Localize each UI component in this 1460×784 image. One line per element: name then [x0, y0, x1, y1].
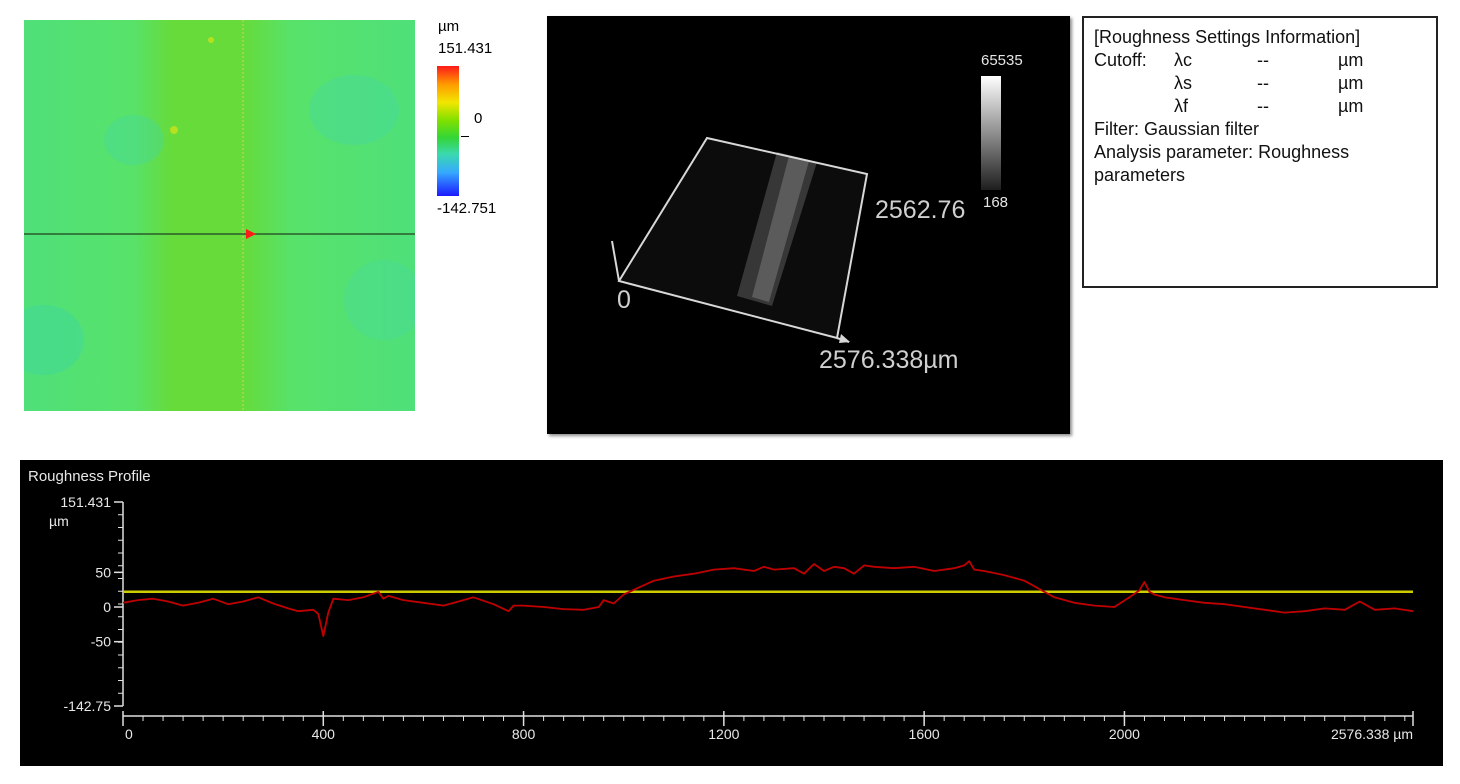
- colorbar-unit: µm: [438, 18, 460, 35]
- grayscale-max: 65535: [981, 52, 1023, 69]
- roughness-profile-chart[interactable]: Roughness Profile 151.431 50 0 -50 -142.75 µm…: [20, 460, 1443, 766]
- y-extent-label: 2562.76: [875, 196, 966, 224]
- cutoff-param: λs: [1174, 73, 1192, 93]
- chart-title: Roughness Profile: [28, 468, 151, 485]
- height-colorbar: µm 151.431 0 -142.751: [418, 18, 528, 228]
- cutoff-label: Cutoff:: [1094, 50, 1147, 70]
- y-tick-label: 151.431: [60, 494, 111, 510]
- cutoff-param: λc: [1174, 50, 1192, 70]
- profile-cursor-marker[interactable]: [246, 229, 256, 239]
- origin-label: 0: [617, 286, 631, 314]
- y-tick-label: 50: [95, 564, 111, 580]
- grayscale-bar: [981, 76, 1001, 190]
- x-tick-label: 2576.338 µm: [1331, 726, 1413, 742]
- colorbar-min: -142.751: [437, 200, 497, 217]
- x-tick-label: 800: [512, 726, 536, 742]
- y-unit-label: µm: [49, 513, 69, 529]
- height-map-image[interactable]: [24, 20, 415, 411]
- colorbar-gradient: [437, 66, 459, 196]
- cutoff-unit: µm: [1338, 73, 1364, 93]
- grayscale-min: 168: [983, 194, 1009, 211]
- roughness-settings-panel: [Roughness Settings Information] Cutoff:…: [1082, 16, 1438, 288]
- analysis-parameter-text-cont: parameters: [1094, 165, 1186, 185]
- colorbar-mid: 0: [474, 110, 483, 127]
- x-tick-label: 2000: [1109, 726, 1140, 742]
- cutoff-value: --: [1257, 73, 1269, 93]
- cutoff-unit: µm: [1338, 50, 1364, 70]
- cutoff-unit: µm: [1338, 96, 1364, 116]
- x-extent-label: 2576.338µm: [819, 346, 959, 374]
- x-tick-label: 1600: [909, 726, 940, 742]
- y-tick-label: -142.75: [64, 698, 112, 714]
- colorbar-max: 151.431: [438, 40, 493, 57]
- y-tick-label: -50: [91, 634, 111, 650]
- cutoff-value: --: [1257, 96, 1269, 116]
- settings-title: [Roughness Settings Information]: [1094, 27, 1361, 47]
- filter-text: Filter: Gaussian filter: [1094, 119, 1260, 139]
- profile-plot[interactable]: 151.431 50 0 -50 -142.75 µm 0 400 800 1200 1600 200…: [20, 460, 1443, 766]
- cutoff-param: λf: [1174, 96, 1189, 116]
- height-map-surface: [24, 20, 415, 411]
- surface-3d-plane: [619, 138, 867, 338]
- surface-3d-view[interactable]: 2562.76 0 2576.338µm 65535 168: [547, 16, 1070, 434]
- x-tick-label: 400: [312, 726, 336, 742]
- x-tick-label: 0: [125, 726, 133, 742]
- y-tick-label: 0: [103, 599, 111, 615]
- cutoff-value: --: [1257, 50, 1269, 70]
- analysis-parameter-text: Analysis parameter: Roughness: [1094, 142, 1350, 162]
- x-tick-label: 1200: [708, 726, 739, 742]
- roughness-profile-line: [122, 560, 1414, 638]
